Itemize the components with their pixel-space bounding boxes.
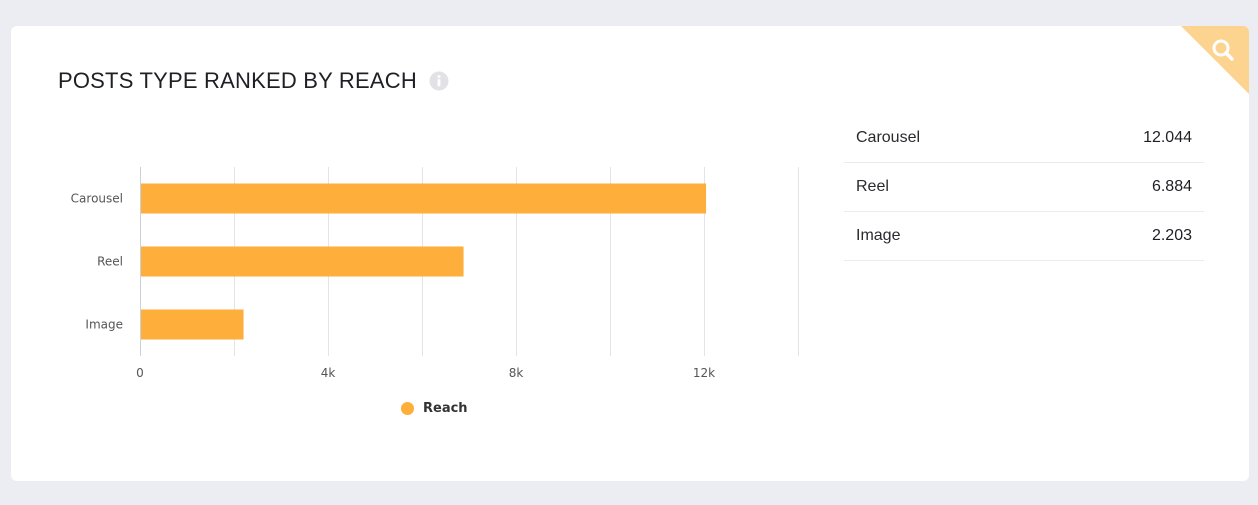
row-label: Carousel xyxy=(856,129,921,146)
ranking-table: Carousel 12.044 Reel 6.884 Image 2.203 xyxy=(844,114,1204,261)
category-label: Image xyxy=(85,318,123,332)
search-corner-button[interactable] xyxy=(1181,26,1249,94)
chart-legend[interactable]: Reach xyxy=(401,401,468,416)
row-label: Image xyxy=(856,227,901,244)
table-row: Image 2.203 xyxy=(844,212,1204,261)
row-value: 6.884 xyxy=(1151,178,1192,195)
x-tick-label: 0 xyxy=(136,366,144,380)
row-value: 12.044 xyxy=(1143,129,1192,146)
legend-label-reach: Reach xyxy=(423,401,468,416)
bar-carousel[interactable] xyxy=(141,183,707,214)
search-icon xyxy=(1212,39,1234,61)
row-label: Reel xyxy=(856,178,889,195)
x-tick-label: 4k xyxy=(321,366,336,380)
chart-card: POSTS TYPE RANKED BY REACH Carousel Reel I… xyxy=(11,26,1249,481)
category-label: Reel xyxy=(97,255,123,269)
bar-chart: Carousel Reel Image 0 4k 8k 12k xyxy=(71,167,799,380)
card-header: POSTS TYPE RANKED BY REACH xyxy=(58,68,449,94)
table-row: Carousel 12.044 xyxy=(844,114,1204,163)
x-tick-label: 12k xyxy=(693,366,715,380)
bar-reel[interactable] xyxy=(141,246,464,277)
info-icon[interactable] xyxy=(429,71,449,91)
row-value: 2.203 xyxy=(1151,227,1192,244)
table-row: Reel 6.884 xyxy=(844,163,1204,212)
corner-ribbon xyxy=(1181,26,1249,94)
category-label: Carousel xyxy=(71,192,123,206)
bar-image[interactable] xyxy=(141,309,244,340)
card-title: POSTS TYPE RANKED BY REACH xyxy=(58,68,417,93)
legend-marker-reach xyxy=(401,402,414,415)
x-tick-label: 8k xyxy=(509,366,524,380)
